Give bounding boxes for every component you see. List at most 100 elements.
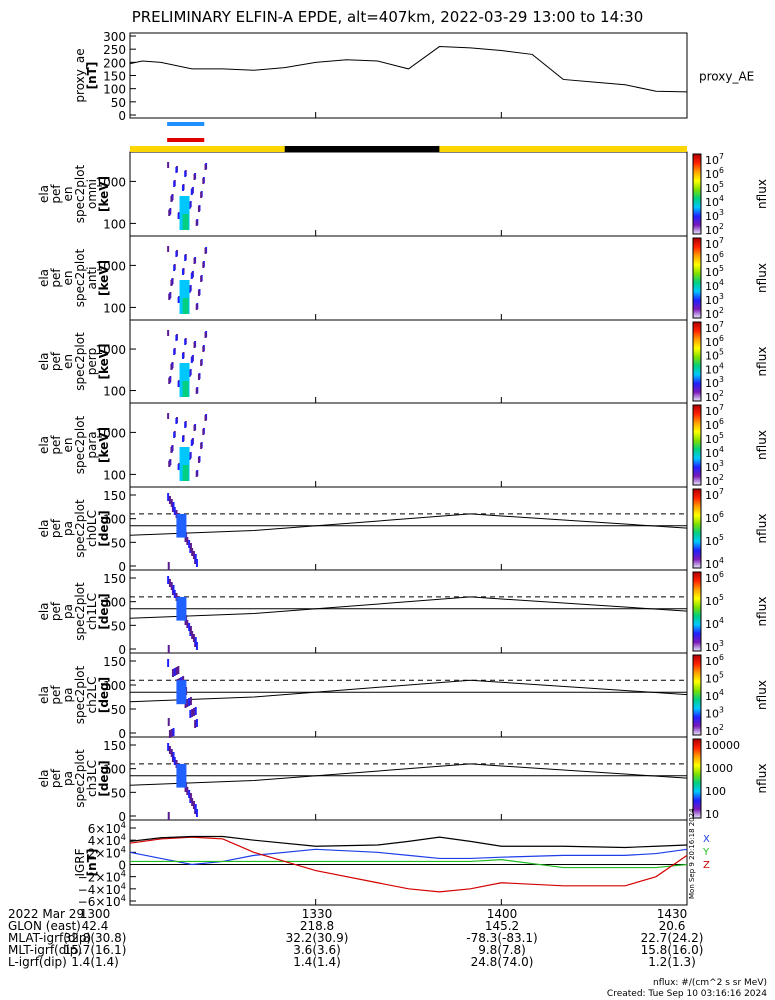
spec-pixel — [204, 415, 207, 421]
pa-pixel — [170, 749, 173, 757]
colorbar-tick-label: 106 — [705, 570, 724, 585]
pa-pixel — [186, 787, 189, 795]
colorbar-tick-label: 106 — [705, 250, 724, 265]
pa-pixel — [194, 720, 197, 728]
colorbar-label-text: nflux — [755, 764, 769, 794]
colorbar-omni — [692, 153, 702, 235]
pa-pixel — [167, 659, 170, 667]
igrf-legend-Y: Y — [702, 847, 710, 858]
ylabel-line: en — [61, 438, 75, 453]
spec-pixel — [190, 273, 193, 279]
colorbar-tick-label: 107 — [705, 403, 724, 418]
colorbar-tick-label: 102 — [705, 306, 724, 321]
colorbar-tick-label: 105 — [705, 431, 724, 446]
sci-zone-bar-blue — [167, 122, 205, 126]
y-tick-label: 50 — [111, 703, 126, 717]
ylabel-line: [keV] — [97, 427, 111, 463]
colorbar-tick-label: 107 — [705, 236, 724, 251]
pa-pixel — [191, 548, 194, 556]
y-tick-label: 50 — [111, 786, 126, 800]
spec-pixel — [202, 429, 205, 435]
colorbar-label-text: nflux — [755, 179, 769, 209]
footer-row-value: 1.4(1.4) — [71, 955, 119, 969]
colorbar-tick-label: 107 — [705, 320, 724, 335]
igrf-line-y — [130, 859, 688, 869]
proxy-ae-right-label: proxy_AE — [699, 70, 754, 84]
footer-row-value: 42.4 — [81, 919, 109, 933]
footer-row-value: 9.8(7.8) — [478, 943, 526, 957]
colorbar-tick-label: 102 — [705, 723, 724, 738]
pa-pixel — [167, 743, 170, 751]
spec-pixel — [181, 269, 184, 275]
ylabel-line: ch3LC — [85, 760, 99, 797]
pa-pixel — [189, 626, 192, 634]
y-tick-label: 150 — [103, 489, 126, 503]
colorbar-tick-label: 104 — [705, 194, 724, 209]
y-tick-label: 4×104 — [88, 832, 126, 848]
colorbar-label-text: nflux — [755, 597, 769, 627]
spec-pixel — [184, 171, 187, 177]
ylabel-line: [deg] — [97, 593, 111, 629]
y-tick-label: 100 — [103, 385, 126, 399]
ylabel-line: para — [85, 431, 99, 458]
panel-frame-proxy_ae — [129, 32, 688, 119]
colorbar-label: nflux — [755, 430, 769, 460]
ylabel-line: pa — [61, 771, 75, 786]
spec-pixel — [170, 447, 173, 453]
spec-pixel — [188, 454, 191, 460]
y-tick-label: 250 — [103, 43, 126, 57]
ylabel-line: ela — [37, 185, 51, 203]
colorbar-tick-label: 103 — [705, 375, 724, 390]
y-tick-label: 1000 — [95, 175, 126, 189]
spec-pixel — [202, 346, 205, 352]
footer-row-label: MLT-igrf(dip) — [8, 943, 82, 957]
spectrogram-para — [167, 413, 208, 481]
spec-pixel — [193, 258, 196, 264]
pa-pixel — [195, 809, 198, 817]
colorbar-tick-label: 104 — [705, 278, 724, 293]
pa-pixel — [189, 697, 192, 705]
colorbar-ch0 — [692, 488, 702, 569]
igrf-legend-X: X — [703, 834, 710, 845]
y-tick-label: 100 — [103, 763, 126, 777]
pa-pixel — [172, 585, 175, 593]
spec-pixel — [195, 304, 198, 310]
colorbar-tick-label: 100 — [705, 785, 726, 798]
spec-pixel — [197, 457, 200, 463]
spec-pixel — [175, 418, 178, 424]
y-tick-label: 2×104 — [88, 844, 126, 860]
pa-spectrogram-ch1 — [167, 576, 198, 653]
spec-pixel — [193, 174, 196, 180]
ylabel-line: spec2plot — [73, 332, 87, 391]
ylabel-line: ela — [37, 269, 51, 287]
ylabel-line: en — [61, 187, 75, 202]
colorbar-ch2 — [692, 654, 702, 736]
panel-frame-para — [129, 402, 688, 488]
ylabel-line: pa — [61, 688, 75, 703]
colorbar-label-text: nflux — [755, 430, 769, 460]
colorbar-tick-label: 103 — [705, 292, 724, 307]
panel-frame-ch0 — [129, 486, 688, 571]
pa-pixel — [188, 623, 191, 631]
spec-core — [179, 363, 190, 397]
spec-pixel — [184, 255, 187, 261]
y-tick-label: 100 — [103, 513, 126, 527]
ylabel-line: [nT] — [85, 849, 99, 877]
y-tick-label: −6×104 — [78, 893, 126, 909]
y-tick-label: 100 — [103, 83, 126, 97]
colorbar-tick-label: 106 — [705, 653, 724, 668]
pa-pixel — [167, 812, 170, 820]
ylabel-line: pef — [49, 351, 63, 371]
panel-frame-omni — [129, 151, 688, 237]
ylabel-line: ela — [37, 352, 51, 370]
pa-pixel — [177, 666, 180, 674]
footer-row-value: 32.2(30.9) — [285, 931, 349, 945]
spec-pixel — [200, 360, 203, 366]
spec-pixel — [193, 342, 196, 348]
pa-pixel — [195, 559, 198, 567]
colorbar-label: nflux — [755, 680, 769, 710]
footer-row-value: 22.7(24.2) — [640, 931, 704, 945]
